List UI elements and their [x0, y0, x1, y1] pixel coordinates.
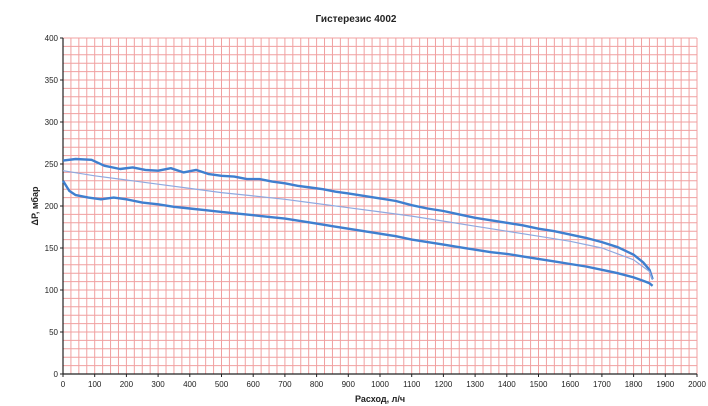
x-tick-label: 200: [120, 380, 134, 389]
x-tick-label: 1200: [435, 380, 453, 389]
y-tick-label: 400: [45, 34, 59, 43]
x-tick-label: 1600: [561, 380, 579, 389]
x-tick-label: 600: [247, 380, 261, 389]
x-tick-label: 1700: [593, 380, 611, 389]
series-line-2: [61, 180, 654, 287]
x-tick-label: 400: [183, 380, 197, 389]
y-axis-label: ΔP, мбар: [30, 186, 40, 225]
series-line-1: [62, 157, 654, 280]
y-tick-label: 350: [45, 76, 59, 85]
x-tick-label: 500: [215, 380, 229, 389]
x-tick-label: 900: [342, 380, 356, 389]
y-tick-label: 50: [49, 328, 58, 337]
x-tick-label: 1400: [498, 380, 516, 389]
x-axis-label: Расход, л/ч: [355, 394, 405, 404]
x-axis-ticks: 0 100 200 300 400 500 600 700 800 900 1000 1100 1200…: [61, 374, 706, 389]
y-tick-label: 200: [45, 202, 59, 211]
y-tick-label: 150: [45, 244, 59, 253]
y-tick-label: 0: [54, 370, 59, 379]
x-tick-label: 0: [61, 380, 66, 389]
x-tick-label: 700: [278, 380, 292, 389]
x-tick-label: 1100: [403, 380, 421, 389]
y-tick-label: 100: [45, 286, 59, 295]
grid: [62, 37, 698, 375]
x-tick-label: 1800: [625, 380, 643, 389]
chart-title: Гистерезис 4002: [316, 14, 397, 25]
x-tick-label: 1900: [656, 380, 674, 389]
series-line-3: [62, 170, 654, 281]
x-tick-label: 800: [310, 380, 324, 389]
x-tick-label: 2000: [688, 380, 706, 389]
y-tick-label: 300: [45, 118, 59, 127]
x-tick-label: 300: [151, 380, 165, 389]
x-tick-label: 100: [88, 380, 102, 389]
y-tick-label: 250: [45, 160, 59, 169]
x-tick-label: 1500: [530, 380, 548, 389]
series-group: [61, 157, 654, 287]
x-tick-label: 1300: [466, 380, 484, 389]
y-axis-ticks: 0 50 100 150 200 250 300 350 400: [45, 34, 63, 379]
x-tick-label: 1000: [371, 380, 389, 389]
